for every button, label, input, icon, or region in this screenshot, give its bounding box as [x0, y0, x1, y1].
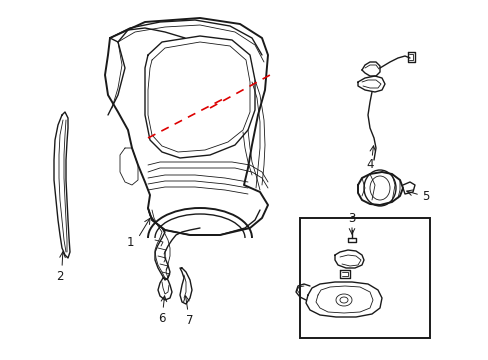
- Text: 3: 3: [347, 212, 355, 225]
- Text: 5: 5: [422, 189, 429, 202]
- Bar: [299, 218, 429, 338]
- Text: 1: 1: [126, 235, 134, 248]
- Text: 6: 6: [158, 311, 165, 324]
- Text: 2: 2: [56, 270, 63, 283]
- Text: 4: 4: [366, 158, 373, 171]
- Text: 7: 7: [186, 314, 193, 327]
